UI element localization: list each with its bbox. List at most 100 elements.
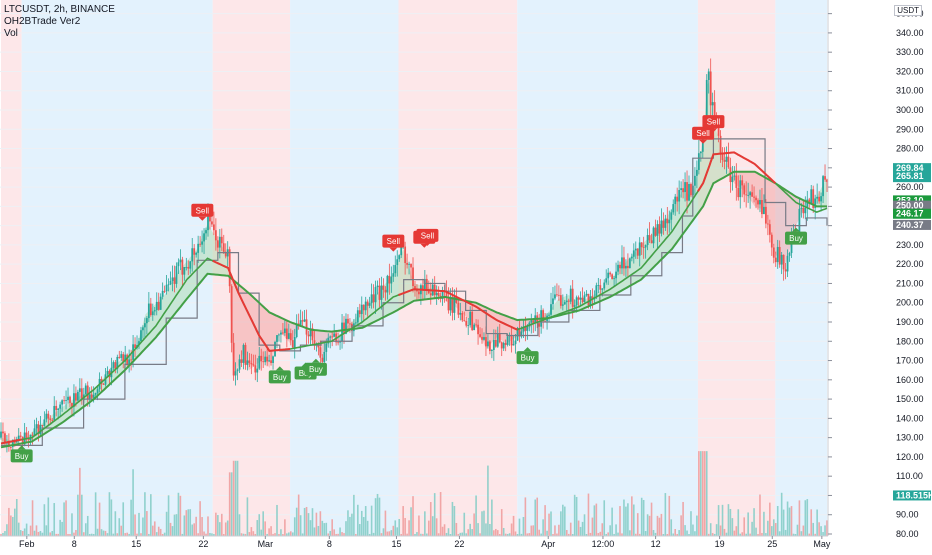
time-tick-label: Apr <box>541 539 555 549</box>
volume-bar <box>382 528 385 540</box>
volume-bar <box>705 451 708 540</box>
candle-body <box>684 182 686 193</box>
sell-signal-label[interactable] <box>702 115 725 129</box>
sell-signal-label[interactable] <box>382 234 405 248</box>
volume-bar <box>652 530 655 540</box>
volume-bar <box>142 517 144 540</box>
candle-body <box>757 200 759 205</box>
candle-body <box>561 304 564 306</box>
candle-body <box>92 394 95 398</box>
volume-bar <box>483 510 485 540</box>
candle-body <box>246 360 249 365</box>
candle-body <box>41 424 44 426</box>
candle-body <box>672 204 675 213</box>
candle-body <box>149 303 152 316</box>
volume-bar <box>542 519 544 540</box>
candle-body <box>656 224 659 236</box>
volume-title[interactable]: Vol <box>4 28 18 39</box>
volume-bar <box>98 502 101 540</box>
volume-bar <box>455 522 458 540</box>
candle-body <box>224 251 227 257</box>
currency-badge[interactable]: USDT <box>894 5 922 16</box>
volume-bar <box>820 526 822 540</box>
candle-body <box>55 405 58 410</box>
sell-signal-label[interactable] <box>416 228 439 242</box>
candle-body <box>763 206 765 215</box>
candle-body <box>516 327 519 341</box>
volume-bar <box>315 512 318 540</box>
candle-body <box>575 297 578 306</box>
price-tag <box>893 208 931 219</box>
volume-bar <box>609 525 611 540</box>
candle-body <box>157 301 160 310</box>
volume-bar <box>153 521 156 540</box>
candle-body <box>356 310 359 323</box>
volume-bar <box>493 530 495 540</box>
candle-body <box>514 340 517 345</box>
volume-bar <box>796 524 799 540</box>
volume-bar <box>394 520 397 540</box>
volume-bar <box>12 516 14 540</box>
candle-body <box>802 208 805 214</box>
candle-body <box>457 302 460 315</box>
candle-body <box>737 187 740 198</box>
buy-signal-label[interactable] <box>304 362 327 376</box>
price-tick-label: 300.00 <box>896 105 924 115</box>
candle-body <box>759 200 761 205</box>
volume-bar <box>601 523 604 540</box>
ma-line-bearish <box>398 288 518 331</box>
sell-signal-pointer <box>420 243 429 248</box>
price-tag-text: 269.84 <box>896 163 924 173</box>
candle-body <box>122 354 125 362</box>
buy-signal-label[interactable] <box>268 370 291 384</box>
candle-body <box>285 328 288 339</box>
candle-body <box>625 265 627 269</box>
symbol-title[interactable]: LTCUSDT, 2h, BINANCE <box>4 4 115 15</box>
volume-bar <box>100 529 103 540</box>
volume-bar <box>680 515 682 540</box>
volume-bar <box>71 513 73 540</box>
candle-body <box>654 227 657 236</box>
candle-body <box>652 227 655 244</box>
volume-bar <box>463 512 466 540</box>
candle-body <box>749 192 752 196</box>
price-axis-panel[interactable] <box>828 0 932 550</box>
volume-bar <box>686 530 688 540</box>
candle-body <box>376 285 379 288</box>
buy-signal-label[interactable] <box>516 351 539 365</box>
volume-bar <box>569 522 572 540</box>
buy-signal-label[interactable] <box>10 449 33 463</box>
candle-body <box>467 325 470 326</box>
indicator-title[interactable]: OH2BTrade Ver2 <box>4 16 81 27</box>
candle-body <box>61 400 64 405</box>
price-tag <box>893 200 931 211</box>
candle-body <box>490 349 493 352</box>
volume-bar <box>299 515 302 540</box>
volume-bar <box>751 521 753 540</box>
volume-bar <box>611 507 613 540</box>
candle-body <box>374 287 377 303</box>
candle-body <box>410 263 412 268</box>
candle-body <box>191 248 194 262</box>
volume-bar <box>664 493 667 540</box>
candle-body <box>666 218 669 224</box>
volume-bar <box>84 523 87 540</box>
price-tick-label: 260.00 <box>896 182 924 192</box>
volume-bar <box>215 512 217 540</box>
candle-body <box>784 269 787 272</box>
buy-signal-label[interactable] <box>785 231 808 245</box>
buy-signal-pointer <box>311 358 320 363</box>
volume-bar <box>59 519 61 540</box>
volume-bar <box>21 530 24 540</box>
volume-bar <box>447 528 450 540</box>
sell-signal-label[interactable] <box>191 203 214 217</box>
candle-body <box>751 192 753 197</box>
volume-bar <box>19 530 22 540</box>
time-axis-panel[interactable] <box>0 536 828 550</box>
candle-body <box>804 207 807 214</box>
volume-bar <box>293 517 296 540</box>
sell-signal-label[interactable] <box>692 126 715 140</box>
volume-bar <box>487 465 489 540</box>
